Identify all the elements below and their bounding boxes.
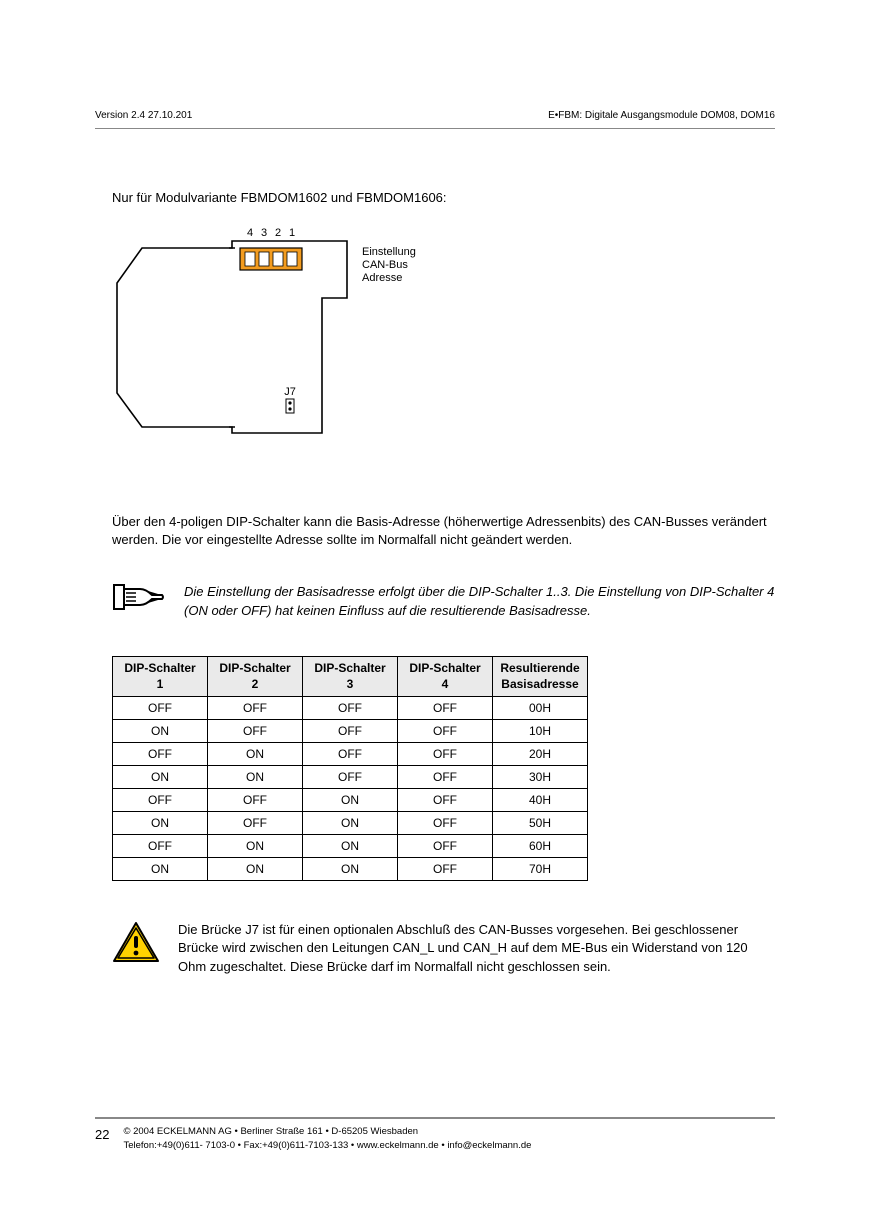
table-header: DIP-Schalter4 — [398, 657, 493, 697]
svg-text:2: 2 — [275, 227, 281, 239]
table-cell: OFF — [113, 697, 208, 720]
svg-text:1: 1 — [289, 227, 295, 239]
page-content: Nur für Modulvariante FBMDOM1602 und FBM… — [112, 190, 775, 976]
table-cell: ON — [303, 835, 398, 858]
table-row: OFFONONOFF60H — [113, 835, 588, 858]
table-row: ONONONOFF70H — [113, 858, 588, 881]
paragraph-1: Über den 4-poligen DIP-Schalter kann die… — [112, 513, 775, 549]
table-row: OFFOFFONOFF40H — [113, 789, 588, 812]
footer-text: © 2004 ECKELMANN AG • Berliner Straße 16… — [123, 1125, 531, 1152]
svg-text:CAN-Bus: CAN-Bus — [362, 259, 408, 271]
table-cell: OFF — [398, 697, 493, 720]
table-header: DIP-Schalter1 — [113, 657, 208, 697]
note-block: Die Einstellung der Basisadresse erfolgt… — [112, 579, 775, 621]
table-cell: OFF — [398, 858, 493, 881]
note-text: Die Einstellung der Basisadresse erfolgt… — [184, 579, 775, 621]
page-number: 22 — [95, 1125, 109, 1142]
table-cell: 40H — [493, 789, 588, 812]
svg-text:3: 3 — [261, 227, 267, 239]
header-rule — [95, 128, 775, 129]
table-cell: OFF — [303, 743, 398, 766]
table-cell: OFF — [398, 720, 493, 743]
table-cell: 20H — [493, 743, 588, 766]
table-cell: OFF — [398, 812, 493, 835]
footer-line-2: Telefon:+49(0)611- 7103-0 • Fax:+49(0)61… — [123, 1139, 531, 1152]
table-cell: OFF — [113, 743, 208, 766]
table-cell: 60H — [493, 835, 588, 858]
table-cell: OFF — [208, 697, 303, 720]
table-cell: ON — [208, 858, 303, 881]
page-footer: 22 © 2004 ECKELMANN AG • Berliner Straße… — [95, 1117, 775, 1152]
table-row: ONOFFONOFF50H — [113, 812, 588, 835]
table-cell: OFF — [113, 789, 208, 812]
table-cell: 30H — [493, 766, 588, 789]
table-cell: OFF — [208, 812, 303, 835]
table-cell: ON — [303, 858, 398, 881]
table-cell: ON — [113, 766, 208, 789]
table-cell: ON — [208, 743, 303, 766]
table-header: DIP-Schalter3 — [303, 657, 398, 697]
table-cell: OFF — [398, 743, 493, 766]
table-cell: OFF — [398, 835, 493, 858]
header-right: E•FBM: Digitale Ausgangsmodule DOM08, DO… — [548, 110, 775, 121]
table-row: ONONOFFOFF30H — [113, 766, 588, 789]
table-cell: ON — [208, 766, 303, 789]
table-cell: ON — [303, 812, 398, 835]
table-cell: OFF — [208, 789, 303, 812]
svg-text:J7: J7 — [284, 386, 296, 398]
table-cell: ON — [113, 858, 208, 881]
table-cell: OFF — [113, 835, 208, 858]
table-cell: OFF — [303, 697, 398, 720]
svg-text:Einstellung: Einstellung — [362, 246, 416, 258]
warning-text: Die Brücke J7 ist für einen optionalen A… — [178, 921, 775, 976]
dip-address-table: DIP-Schalter1DIP-Schalter2DIP-Schalter3D… — [112, 656, 588, 881]
svg-text:4: 4 — [247, 227, 253, 239]
table-header: ResultierendeBasisadresse — [493, 657, 588, 697]
warning-block: Die Brücke J7 ist für einen optionalen A… — [112, 921, 775, 976]
table-row: ONOFFOFFOFF10H — [113, 720, 588, 743]
svg-text:Adresse: Adresse — [362, 272, 402, 284]
page-header: Version 2.4 27.10.201 E•FBM: Digitale Au… — [95, 110, 775, 121]
table-header: DIP-Schalter2 — [208, 657, 303, 697]
pointing-hand-icon — [112, 579, 164, 615]
footer-rule — [95, 1117, 775, 1119]
table-cell: 70H — [493, 858, 588, 881]
table-cell: 50H — [493, 812, 588, 835]
table-cell: 00H — [493, 697, 588, 720]
table-cell: 10H — [493, 720, 588, 743]
table-cell: ON — [208, 835, 303, 858]
table-cell: OFF — [398, 766, 493, 789]
intro-text: Nur für Modulvariante FBMDOM1602 und FBM… — [112, 190, 775, 205]
footer-line-1: © 2004 ECKELMANN AG • Berliner Straße 16… — [123, 1125, 531, 1138]
table-cell: OFF — [303, 720, 398, 743]
table-cell: ON — [113, 812, 208, 835]
module-diagram: 4 3 2 1 Einstellung CAN-Bus Adresse J7 — [112, 223, 775, 463]
table-cell: OFF — [208, 720, 303, 743]
table-row: OFFOFFOFFOFF00H — [113, 697, 588, 720]
table-cell: ON — [303, 789, 398, 812]
table-cell: OFF — [398, 789, 493, 812]
warning-icon — [112, 921, 160, 970]
table-cell: OFF — [303, 766, 398, 789]
table-cell: ON — [113, 720, 208, 743]
header-left: Version 2.4 27.10.201 — [95, 110, 192, 121]
table-row: OFFONOFFOFF20H — [113, 743, 588, 766]
